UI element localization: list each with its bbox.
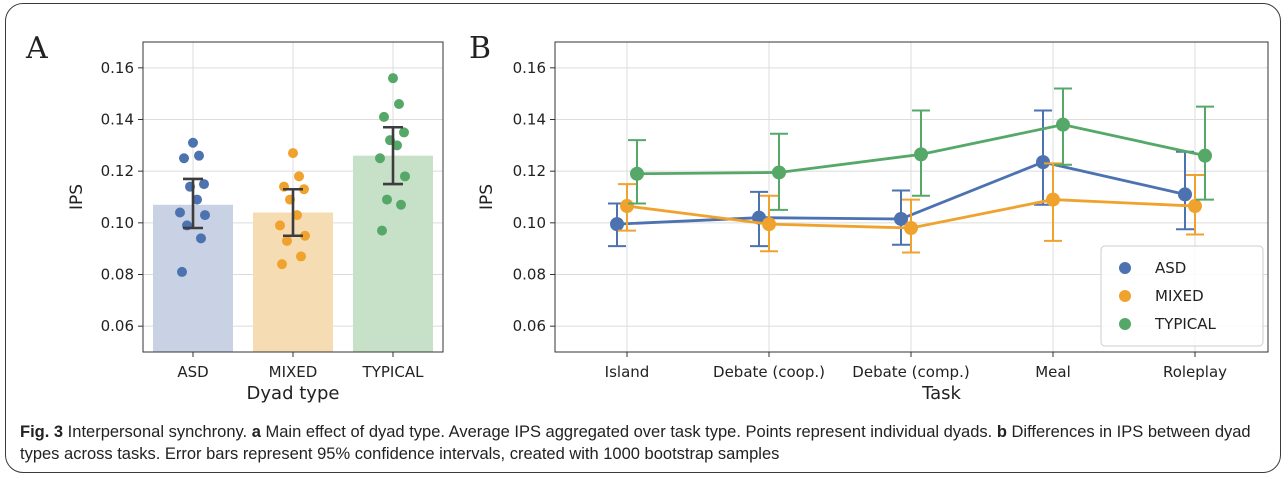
dyad-point-typical [377,225,387,236]
dyad-point-typical [400,171,410,182]
panel-a-points [175,73,410,277]
panel-b-y-tick-label: 0.14 [513,111,546,129]
dyad-point-mixed [288,148,298,159]
dyad-point-typical [394,99,404,109]
dyad-point-typical [379,111,389,122]
dyad-point-asd [192,194,202,205]
panel-a-x-tick-label: ASD [177,363,208,381]
figure-caption: Fig. 3 Interpersonal synchrony. a Main e… [20,421,1275,465]
legend-label-asd: ASD [1155,259,1186,277]
caption-a-label: a [251,423,261,441]
panel-b-y-tick-label: 0.08 [513,266,546,284]
figure-panels: A B 0.06 0.08 0.10 0.12 0.14 0.16 ASD MIXED TYP… [25,31,1269,404]
data-point-asd [1178,187,1192,202]
dyad-point-typical [382,194,392,205]
dyad-point-mixed [296,251,306,262]
panel-a-y-tick-label: 0.12 [101,162,134,180]
panel-a-chart: 0.06 0.08 0.10 0.12 0.14 0.16 ASD MIXED TYPICAL… [67,41,444,404]
series-mixed [618,162,1204,254]
panel-a-y-ticks: 0.06 0.08 0.10 0.12 0.14 0.16 [101,59,143,335]
panel-b-x-axis-label: Task [921,383,961,404]
data-point-typical [1198,148,1212,163]
panel-a-y-tick-label: 0.06 [101,317,134,335]
panel-b-x-tick-label: Island [605,363,650,381]
series-asd [608,109,1194,248]
panel-b-y-tick-label: 0.10 [513,214,546,232]
panel-a-error-bars [183,125,403,238]
dyad-point-asd [196,233,206,244]
panel-b-legend: ASD MIXED TYPICAL [1100,245,1264,347]
dyad-point-asd [200,210,210,221]
dyad-point-mixed [282,235,292,246]
panel-a-x-tick-label: TYPICAL [362,363,425,381]
legend-marker-typical [1119,318,1131,330]
data-point-mixed [904,221,918,235]
dyad-point-asd [188,137,198,148]
legend-label-typical: TYPICAL [1154,315,1217,333]
dyad-point-asd [179,153,189,164]
dyad-point-typical [392,140,402,151]
legend-marker-asd [1119,262,1131,274]
panel-a-x-ticks: ASD MIXED TYPICAL [177,352,424,381]
legend-box [1100,245,1264,347]
caption-a-text: Main effect of dyad type. Average IPS ag… [260,423,997,441]
panel-b-x-tick-label: Roleplay [1163,363,1227,381]
data-point-typical [772,165,786,180]
panel-a-y-tick-label: 0.14 [101,111,134,129]
data-point-asd [894,211,908,226]
dyad-point-typical [388,73,398,84]
data-point-typical [1056,117,1070,132]
dyad-point-mixed [292,210,302,221]
data-point-mixed [1046,192,1060,207]
bar-typical [353,155,433,352]
dyad-point-mixed [275,220,285,231]
panel-b-y-ticks: 0.06 0.08 0.10 0.12 0.14 0.16 [513,59,555,335]
caption-b-label: b [996,423,1007,441]
legend-label-mixed: MIXED [1155,287,1204,305]
data-point-typical [630,166,644,181]
dyad-point-mixed [294,171,304,182]
data-point-mixed [620,199,634,214]
panel-a-x-axis-label: Dyad type [247,383,340,404]
caption-b-text: Differences in IPS between dyad types ac… [20,423,1251,463]
panel-b-y-axis-label: IPS [477,184,497,210]
panel-a-y-tick-label: 0.16 [101,59,134,77]
panel-b-y-tick-label: 0.16 [513,59,546,77]
series-typical [628,87,1214,211]
panel-a-y-tick-label: 0.08 [101,266,134,284]
caption-fig-label: Fig. 3 [20,423,64,441]
dyad-point-asd [175,207,185,218]
panel-b-chart: 0.06 0.08 0.10 0.12 0.14 0.16 Island Debate (c… [477,41,1269,404]
data-point-asd [610,217,624,232]
dyad-point-mixed [300,230,310,241]
data-point-mixed [762,217,776,232]
dyad-point-mixed [299,184,309,195]
data-point-typical [914,147,928,162]
dyad-point-typical [399,127,409,138]
panel-b-x-tick-label: Debate (comp.) [852,363,969,381]
dyad-point-asd [177,266,187,277]
panel-b-series [608,87,1214,254]
panel-b-y-tick-label: 0.06 [513,317,546,335]
dyad-point-asd [199,179,209,190]
dyad-point-typical [375,153,385,164]
legend-marker-mixed [1119,290,1131,302]
panel-a-letter: A [25,31,48,66]
panel-b-y-tick-label: 0.12 [513,162,546,180]
dyad-point-typical [396,199,406,210]
panel-a-x-tick-label: MIXED [269,363,318,381]
panel-a-y-tick-label: 0.10 [101,214,134,232]
panel-a-y-axis-label: IPS [67,184,87,210]
panel-b-x-tick-label: Debate (coop.) [713,363,825,381]
panel-b-x-ticks: Island Debate (coop.) Debate (comp.) Meal Ro… [605,352,1227,381]
panel-b-x-tick-label: Meal [1035,363,1071,381]
data-point-mixed [1188,199,1202,214]
caption-title: Interpersonal synchrony. [63,423,252,441]
data-point-asd [1036,155,1050,170]
dyad-point-asd [194,150,204,161]
panel-b-letter: B [469,31,491,66]
dyad-point-mixed [277,259,287,270]
